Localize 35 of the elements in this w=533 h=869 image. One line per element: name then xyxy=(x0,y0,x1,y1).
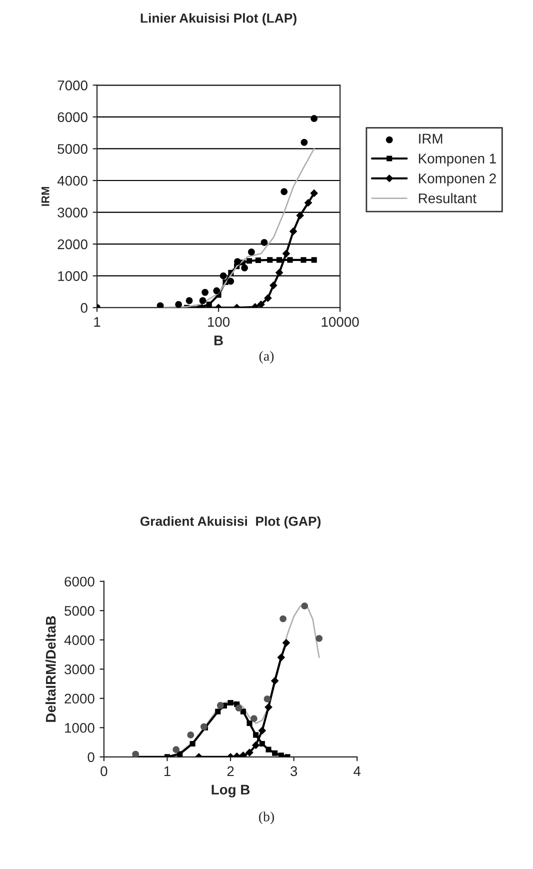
legend-label: Komponen 1 xyxy=(418,154,496,166)
y-tick-label: 0 xyxy=(88,752,94,762)
y-tick-label: 3000 xyxy=(58,208,88,218)
chart-title: Gradient Akuisisi Plot (GAP) xyxy=(140,516,321,529)
y-tick-label: 3000 xyxy=(64,664,94,674)
legend-label: Resultant xyxy=(418,193,476,204)
y-tick-label: 4000 xyxy=(57,176,88,186)
text: (a) xyxy=(259,350,274,364)
chart-title: Linier Akuisisi Plot (LAP) xyxy=(140,13,296,26)
x-axis-title: Log B xyxy=(212,784,250,798)
y-tick-label: 2000 xyxy=(64,694,94,704)
y-tick-label: 0 xyxy=(80,302,88,313)
y-tick-label: 6000 xyxy=(64,576,94,587)
x-tick-label: 3 xyxy=(290,766,298,776)
x-tick-label: 0 xyxy=(100,766,108,776)
x-axis-title: B xyxy=(214,336,223,346)
y-tick-label: 4000 xyxy=(64,635,94,646)
y-tick-label: 7000 xyxy=(58,80,88,90)
y-tick-label: 2000 xyxy=(58,239,88,250)
y-axis-title: IRM xyxy=(42,186,50,206)
y-tick-label: 5000 xyxy=(58,144,88,154)
y-axis-title: DeltaIRM/DeltaB xyxy=(46,616,56,722)
y-tick-label: 6000 xyxy=(58,112,88,122)
legend-label: IRM xyxy=(419,134,442,144)
text: (b) xyxy=(259,812,274,824)
y-tick-label: 1000 xyxy=(65,722,94,733)
x-tick-label: 1 xyxy=(164,766,170,776)
y-tick-label: 5000 xyxy=(64,606,94,616)
legend-label: Komponen 2 xyxy=(418,174,496,186)
y-tick-label: 1000 xyxy=(58,271,88,282)
x-tick-label: 10000 xyxy=(322,317,359,327)
x-tick-label: 2 xyxy=(227,766,234,776)
x-tick-label: 4 xyxy=(354,766,361,776)
x-tick-label: 100 xyxy=(208,317,230,327)
x-tick-label: 1 xyxy=(94,317,100,327)
